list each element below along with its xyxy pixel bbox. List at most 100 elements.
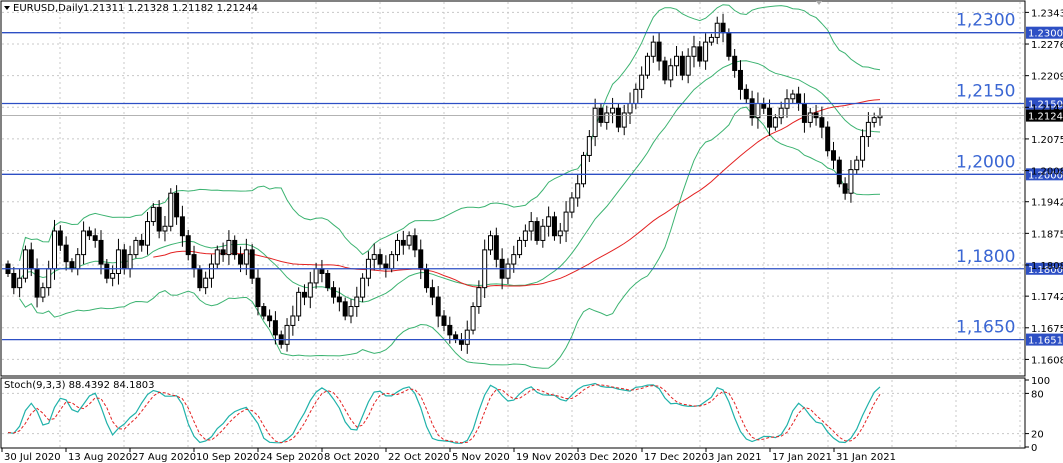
candle-body (174, 192, 180, 218)
moving-average-line (153, 99, 881, 288)
candles (5, 13, 883, 354)
candle-body (842, 183, 848, 194)
candle-body (139, 239, 145, 246)
date-label: 8 Oct 2020 (324, 452, 379, 463)
level-price-tag-text: 1.18004 (1028, 265, 1063, 276)
candle-body (790, 93, 796, 100)
stochastic-tick-label: 0 (1031, 443, 1037, 454)
date-label: 17 Jan 2021 (772, 452, 832, 463)
candle-body (336, 296, 342, 303)
candle-body (697, 46, 703, 62)
price-tick-label: 1.17420 (1031, 292, 1063, 303)
candle-body (743, 88, 749, 100)
candle-body (156, 206, 162, 232)
candle-body (284, 324, 290, 345)
candle-body (679, 55, 685, 76)
candle-body (749, 98, 755, 119)
candle-body (534, 221, 540, 241)
candle-body (569, 197, 575, 213)
candle-body (871, 117, 877, 123)
dropdown-triangle-icon[interactable] (4, 6, 10, 10)
candle-body (28, 249, 34, 270)
candle-body (691, 46, 697, 57)
candle-body (127, 254, 133, 270)
candle-body (720, 22, 726, 34)
candle-body (668, 65, 674, 81)
date-label: 5 Nov 2020 (452, 452, 510, 463)
level-price-tag-text: 1.20002 (1028, 170, 1063, 181)
candle-body (104, 263, 110, 279)
stochastic-tick-label: 100 (1031, 376, 1050, 387)
candle-body (238, 254, 244, 265)
candle-body (249, 249, 255, 279)
candle-body (854, 159, 860, 171)
candle-body (400, 239, 406, 246)
candle-body (476, 287, 482, 308)
candle-body (801, 103, 807, 123)
candle-body (40, 287, 46, 298)
date-label: 27 Aug 2020 (132, 452, 196, 463)
candle-body (57, 230, 63, 246)
current-price-tag (1026, 109, 1063, 122)
date-label: 3 Jan 2021 (708, 452, 762, 463)
grid (2, 2, 1024, 447)
candle-body (133, 239, 139, 256)
candle-body (377, 254, 383, 265)
stochastic-signal-line (7, 384, 881, 444)
candle-body (650, 41, 656, 57)
moving-average (153, 99, 881, 288)
candle-body (586, 136, 592, 156)
oscillator-title: Stoch(9,3,3) 88.4392 84.1803 (4, 380, 155, 391)
candle-body (220, 249, 226, 256)
main-pane-frame (0, 0, 1026, 377)
candle-body (290, 315, 296, 326)
candle-body (819, 117, 825, 128)
candle-body (796, 93, 802, 105)
candle-body (115, 249, 121, 274)
candle-body (767, 107, 773, 128)
candle-body (255, 277, 261, 308)
horizontal-levels: 1,23001.230031,21501.215011,20001.200021… (2, 11, 1063, 347)
candle-body (807, 112, 813, 123)
price-tick-label: 1.20080 (1031, 167, 1063, 178)
candle-body (674, 55, 680, 67)
candle-body (546, 216, 552, 227)
candle-body (877, 115, 883, 119)
price-tick-label: 1.21420 (1031, 103, 1063, 114)
price-tick-label: 1.23430 (1031, 8, 1063, 19)
candle-body (301, 291, 307, 298)
level-price-tag (1026, 26, 1063, 39)
candle-body (371, 254, 377, 260)
candle-body (726, 32, 732, 57)
level-price-tag-text: 1.16510 (1028, 336, 1063, 347)
candle-body (81, 230, 87, 256)
candle-body (52, 230, 58, 270)
candle-body (307, 282, 313, 298)
candle-body (34, 268, 40, 298)
candle-body (540, 225, 546, 241)
candle-body (703, 41, 709, 62)
candle-body (830, 150, 836, 161)
candle-body (11, 272, 17, 289)
candle-body (46, 268, 52, 289)
candle-body (69, 261, 75, 270)
candle-body (429, 287, 435, 298)
date-label: 17 Dec 2020 (644, 452, 708, 463)
candle-body (22, 249, 28, 279)
candle-body (325, 272, 331, 289)
candle-body (453, 334, 459, 341)
candle-body (528, 221, 534, 232)
candle-body (662, 60, 668, 81)
price-tick-label: 1.19420 (1031, 198, 1063, 209)
bollinger-lower (19, 106, 881, 369)
oscillator-pane-frame (0, 377, 1026, 449)
candle-body (592, 107, 598, 138)
candle-body (272, 320, 278, 336)
candle-body (243, 249, 249, 265)
candle-body (737, 69, 743, 90)
stochastic-tick-label: 20 (1031, 430, 1044, 441)
candle-body (761, 103, 767, 109)
candle-body (267, 315, 273, 322)
